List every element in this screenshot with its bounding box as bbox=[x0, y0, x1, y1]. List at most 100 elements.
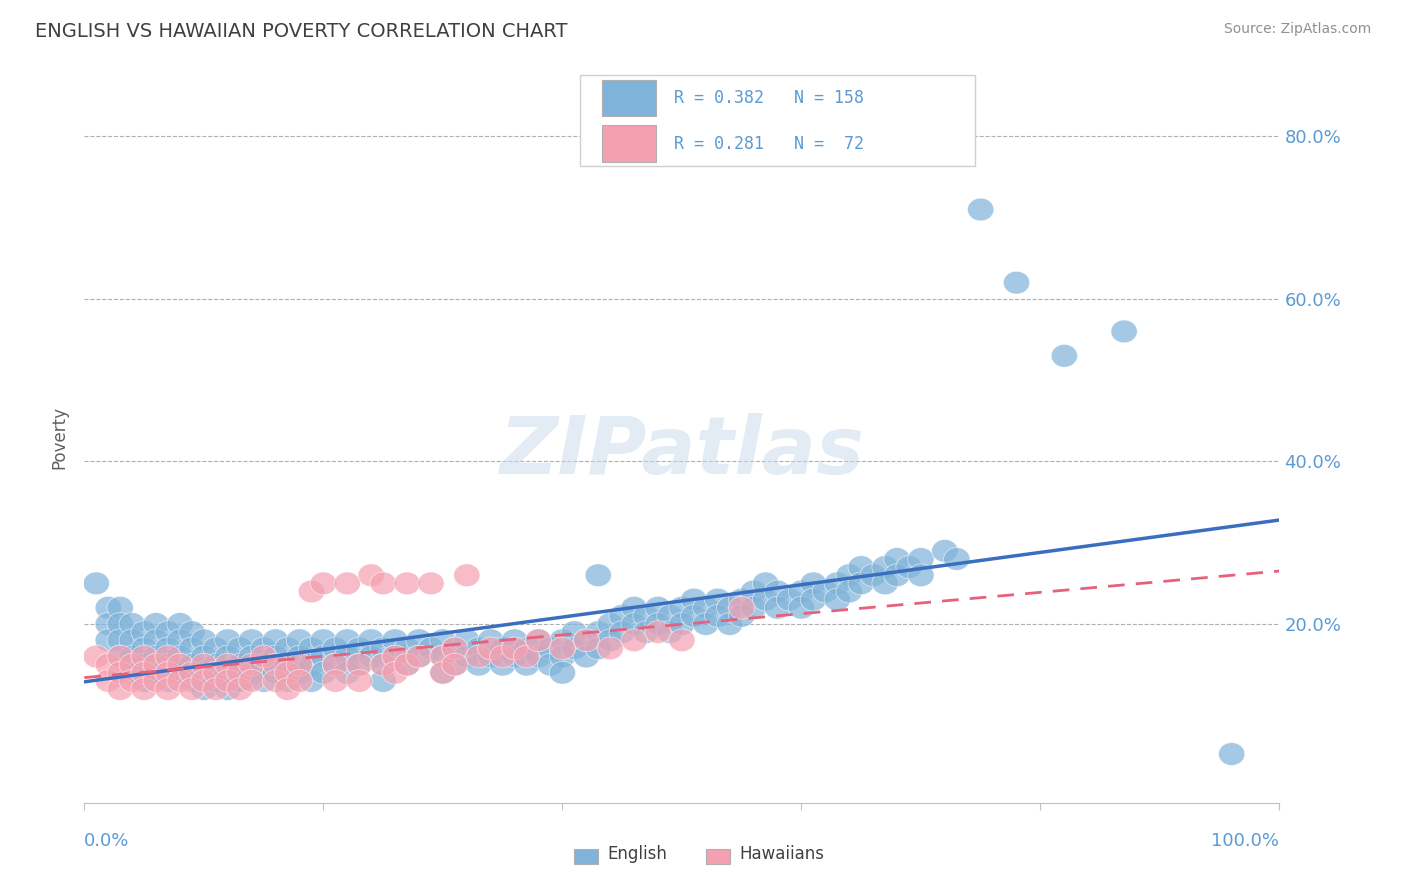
Ellipse shape bbox=[537, 653, 564, 676]
Ellipse shape bbox=[765, 580, 790, 603]
Ellipse shape bbox=[155, 661, 181, 684]
Ellipse shape bbox=[621, 613, 647, 635]
Ellipse shape bbox=[107, 645, 134, 668]
Ellipse shape bbox=[120, 629, 145, 652]
Ellipse shape bbox=[346, 653, 373, 676]
Ellipse shape bbox=[789, 597, 814, 619]
Ellipse shape bbox=[155, 621, 181, 643]
Ellipse shape bbox=[382, 645, 408, 668]
Text: English: English bbox=[607, 845, 668, 863]
Ellipse shape bbox=[179, 653, 205, 676]
Y-axis label: Poverty: Poverty bbox=[51, 406, 69, 468]
Ellipse shape bbox=[1219, 743, 1244, 765]
Text: 100.0%: 100.0% bbox=[1212, 832, 1279, 850]
Ellipse shape bbox=[83, 572, 110, 595]
FancyBboxPatch shape bbox=[581, 75, 974, 167]
Ellipse shape bbox=[274, 678, 301, 700]
Ellipse shape bbox=[645, 613, 671, 635]
Ellipse shape bbox=[454, 645, 479, 668]
Ellipse shape bbox=[287, 653, 312, 676]
Ellipse shape bbox=[239, 670, 264, 692]
FancyBboxPatch shape bbox=[575, 849, 599, 863]
Text: 0.0%: 0.0% bbox=[84, 832, 129, 850]
Ellipse shape bbox=[167, 629, 193, 652]
Ellipse shape bbox=[765, 597, 790, 619]
Ellipse shape bbox=[143, 670, 169, 692]
Ellipse shape bbox=[621, 629, 647, 652]
Ellipse shape bbox=[370, 653, 396, 676]
Ellipse shape bbox=[441, 653, 468, 676]
Text: ZIPatlas: ZIPatlas bbox=[499, 413, 865, 491]
Ellipse shape bbox=[263, 645, 288, 668]
Ellipse shape bbox=[669, 613, 695, 635]
Ellipse shape bbox=[107, 661, 134, 684]
Ellipse shape bbox=[120, 661, 145, 684]
Ellipse shape bbox=[155, 645, 181, 668]
Ellipse shape bbox=[191, 661, 217, 684]
Ellipse shape bbox=[215, 645, 240, 668]
Ellipse shape bbox=[167, 661, 193, 684]
Ellipse shape bbox=[478, 637, 503, 660]
Ellipse shape bbox=[657, 621, 683, 643]
Ellipse shape bbox=[120, 613, 145, 635]
Ellipse shape bbox=[298, 670, 325, 692]
Ellipse shape bbox=[800, 588, 827, 611]
Ellipse shape bbox=[550, 629, 575, 652]
Ellipse shape bbox=[967, 198, 994, 221]
Ellipse shape bbox=[489, 637, 516, 660]
Ellipse shape bbox=[202, 637, 229, 660]
Ellipse shape bbox=[465, 653, 492, 676]
Ellipse shape bbox=[322, 653, 349, 676]
Ellipse shape bbox=[167, 613, 193, 635]
Ellipse shape bbox=[179, 637, 205, 660]
Ellipse shape bbox=[191, 645, 217, 668]
Ellipse shape bbox=[550, 645, 575, 668]
Ellipse shape bbox=[776, 588, 803, 611]
Ellipse shape bbox=[155, 637, 181, 660]
Ellipse shape bbox=[335, 629, 360, 652]
Ellipse shape bbox=[872, 572, 898, 595]
Ellipse shape bbox=[513, 645, 540, 668]
Ellipse shape bbox=[287, 629, 312, 652]
Ellipse shape bbox=[837, 564, 862, 587]
Ellipse shape bbox=[561, 637, 588, 660]
Ellipse shape bbox=[322, 653, 349, 676]
Ellipse shape bbox=[1004, 271, 1029, 294]
Ellipse shape bbox=[335, 572, 360, 595]
Ellipse shape bbox=[370, 670, 396, 692]
Ellipse shape bbox=[382, 645, 408, 668]
Ellipse shape bbox=[418, 572, 444, 595]
Ellipse shape bbox=[311, 629, 336, 652]
Ellipse shape bbox=[131, 645, 157, 668]
Ellipse shape bbox=[824, 572, 851, 595]
Ellipse shape bbox=[263, 670, 288, 692]
Ellipse shape bbox=[335, 661, 360, 684]
Ellipse shape bbox=[598, 613, 623, 635]
Ellipse shape bbox=[311, 572, 336, 595]
Ellipse shape bbox=[226, 678, 253, 700]
Ellipse shape bbox=[107, 613, 134, 635]
Ellipse shape bbox=[406, 629, 432, 652]
Ellipse shape bbox=[741, 580, 766, 603]
Ellipse shape bbox=[502, 629, 527, 652]
Ellipse shape bbox=[848, 556, 875, 579]
Ellipse shape bbox=[550, 637, 575, 660]
Ellipse shape bbox=[609, 621, 636, 643]
Ellipse shape bbox=[752, 588, 779, 611]
Ellipse shape bbox=[155, 670, 181, 692]
Ellipse shape bbox=[728, 597, 755, 619]
FancyBboxPatch shape bbox=[602, 79, 655, 116]
Ellipse shape bbox=[131, 637, 157, 660]
Ellipse shape bbox=[179, 670, 205, 692]
Ellipse shape bbox=[239, 661, 264, 684]
Ellipse shape bbox=[287, 645, 312, 668]
Ellipse shape bbox=[598, 629, 623, 652]
Ellipse shape bbox=[502, 645, 527, 668]
Ellipse shape bbox=[179, 661, 205, 684]
Ellipse shape bbox=[430, 645, 456, 668]
Ellipse shape bbox=[441, 637, 468, 660]
Ellipse shape bbox=[239, 653, 264, 676]
Ellipse shape bbox=[585, 621, 612, 643]
Ellipse shape bbox=[669, 629, 695, 652]
Ellipse shape bbox=[131, 621, 157, 643]
